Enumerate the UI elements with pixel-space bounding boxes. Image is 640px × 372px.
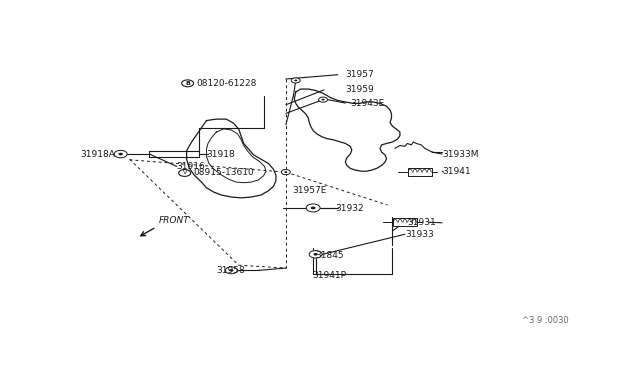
Circle shape bbox=[321, 99, 324, 100]
Text: 31931: 31931 bbox=[408, 218, 436, 227]
Text: 31932: 31932 bbox=[335, 204, 364, 213]
Text: 31845: 31845 bbox=[316, 251, 344, 260]
Text: 31941: 31941 bbox=[442, 167, 470, 176]
Text: 31959: 31959 bbox=[346, 84, 374, 93]
Text: 31916: 31916 bbox=[177, 163, 205, 171]
Text: 08120-61228: 08120-61228 bbox=[196, 79, 257, 88]
Bar bbox=[393, 218, 417, 226]
Circle shape bbox=[309, 251, 322, 258]
Text: 31918A: 31918A bbox=[80, 150, 115, 158]
Circle shape bbox=[282, 170, 291, 175]
Text: 31933M: 31933M bbox=[442, 150, 479, 158]
Circle shape bbox=[225, 267, 237, 274]
Text: 31941P: 31941P bbox=[312, 271, 346, 280]
Circle shape bbox=[314, 253, 318, 256]
Circle shape bbox=[294, 80, 298, 81]
Circle shape bbox=[306, 204, 320, 212]
Text: 31933: 31933 bbox=[405, 230, 434, 239]
Circle shape bbox=[229, 269, 234, 272]
Text: 31918: 31918 bbox=[207, 150, 236, 158]
Circle shape bbox=[284, 171, 287, 173]
Circle shape bbox=[310, 206, 316, 209]
Text: 31943E: 31943E bbox=[350, 99, 385, 108]
Text: 31958: 31958 bbox=[216, 266, 245, 275]
Text: FRONT: FRONT bbox=[159, 217, 189, 225]
Circle shape bbox=[291, 78, 300, 83]
Text: 31957: 31957 bbox=[346, 70, 374, 79]
Text: 08915-13610: 08915-13610 bbox=[193, 169, 254, 177]
Text: V: V bbox=[182, 170, 187, 176]
Text: B: B bbox=[185, 81, 190, 86]
Circle shape bbox=[118, 153, 123, 155]
Text: 31957E: 31957E bbox=[292, 186, 326, 195]
Circle shape bbox=[319, 97, 328, 102]
Bar bbox=[408, 168, 431, 176]
Text: ^3 9 :0030: ^3 9 :0030 bbox=[522, 316, 568, 325]
Circle shape bbox=[114, 150, 127, 158]
